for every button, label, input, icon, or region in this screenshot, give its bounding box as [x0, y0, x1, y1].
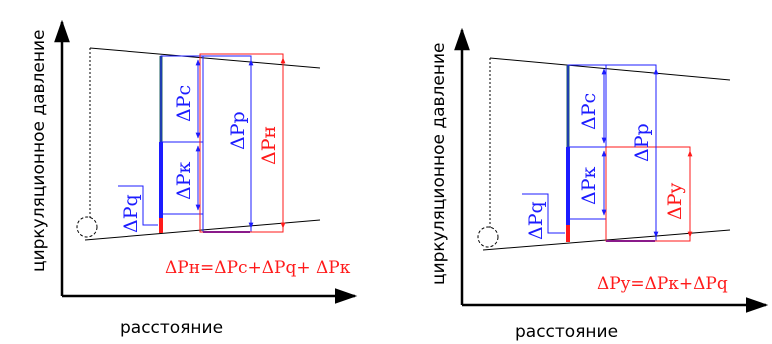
right-dpp-label: ΔPp [631, 123, 653, 162]
right-formula: ΔPy=ΔPк+ΔPq [597, 274, 728, 294]
left-dpq-label: ΔPq [120, 194, 142, 233]
left-dph-label: ΔPн [258, 126, 280, 165]
right-dpc-label: ΔPc [578, 93, 600, 130]
right-dpy-label: ΔPy [664, 182, 686, 220]
left-y-axis-label: циркуляционное давление [29, 30, 49, 272]
left-formula: ΔPн=ΔPc+ΔPq+ ΔPк [165, 258, 351, 278]
left-dpp-label: ΔPp [227, 111, 249, 150]
right-dpk-label: ΔPк [578, 166, 600, 205]
right-panel: циркуляционное давление расстояние ΔPc Δ… [429, 27, 769, 342]
right-x-axis-label: расстояние [515, 322, 618, 342]
right-upper-pressure-line [489, 57, 731, 81]
right-dpq-label: ΔPq [525, 201, 547, 240]
left-upper-pressure-line [89, 47, 321, 69]
left-dpk-label: ΔPк [173, 161, 195, 200]
left-panel: циркуляционное давление расстояние ΔPc Δ… [29, 19, 358, 338]
right-dashed-circle [477, 226, 499, 248]
left-dpq-leader [118, 185, 158, 226]
left-dpc-label: ΔPc [173, 85, 195, 122]
left-dashed-circle [76, 216, 98, 238]
right-dpq-leader [522, 193, 565, 234]
right-y-axis-label: циркуляционное давление [429, 43, 449, 285]
left-x-axis-label: расстояние [120, 318, 223, 338]
